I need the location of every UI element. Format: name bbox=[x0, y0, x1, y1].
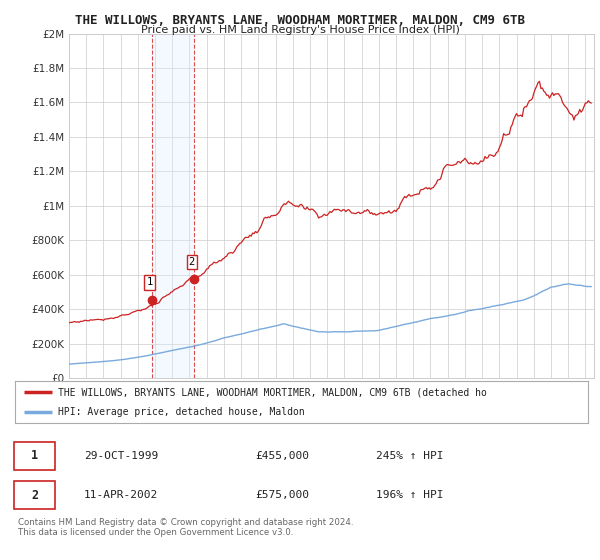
Text: HPI: Average price, detached house, Maldon: HPI: Average price, detached house, Mald… bbox=[58, 407, 305, 417]
Text: Price paid vs. HM Land Registry's House Price Index (HPI): Price paid vs. HM Land Registry's House … bbox=[140, 25, 460, 35]
FancyBboxPatch shape bbox=[14, 481, 55, 509]
Text: 196% ↑ HPI: 196% ↑ HPI bbox=[376, 490, 443, 500]
Text: THE WILLOWS, BRYANTS LANE, WOODHAM MORTIMER, MALDON, CM9 6TB: THE WILLOWS, BRYANTS LANE, WOODHAM MORTI… bbox=[75, 14, 525, 27]
Text: THE WILLOWS, BRYANTS LANE, WOODHAM MORTIMER, MALDON, CM9 6TB (detached ho: THE WILLOWS, BRYANTS LANE, WOODHAM MORTI… bbox=[58, 387, 487, 397]
Text: 29-OCT-1999: 29-OCT-1999 bbox=[84, 451, 158, 461]
Text: £575,000: £575,000 bbox=[256, 490, 310, 500]
Text: £455,000: £455,000 bbox=[256, 451, 310, 461]
Text: 245% ↑ HPI: 245% ↑ HPI bbox=[376, 451, 443, 461]
Text: 2: 2 bbox=[31, 488, 38, 502]
Text: 11-APR-2002: 11-APR-2002 bbox=[84, 490, 158, 500]
FancyBboxPatch shape bbox=[14, 442, 55, 470]
Text: 1: 1 bbox=[31, 449, 38, 463]
Text: 1: 1 bbox=[146, 277, 152, 287]
Bar bbox=[152, 34, 194, 378]
Text: Contains HM Land Registry data © Crown copyright and database right 2024.
This d: Contains HM Land Registry data © Crown c… bbox=[18, 518, 353, 538]
Text: 2: 2 bbox=[188, 257, 195, 267]
